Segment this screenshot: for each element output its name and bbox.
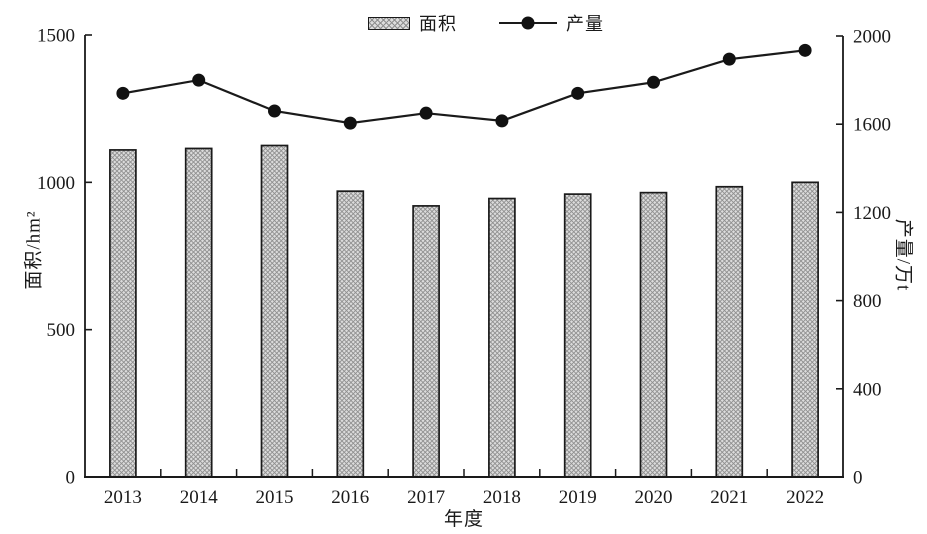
bar-2017 (412, 205, 440, 478)
yield-point-2019 (571, 86, 585, 100)
right-tick-label: 2000 (853, 27, 891, 48)
legend-item-yield: 产量 (499, 10, 604, 36)
bar-2016 (336, 190, 365, 478)
bar-2022 (791, 181, 819, 478)
x-tick-label: 2021 (710, 487, 748, 508)
bar-2014 (184, 147, 213, 478)
yield-point-2021 (722, 52, 736, 66)
yield-point-2018 (495, 114, 509, 128)
bar-2013 (109, 149, 137, 478)
x-tick-label: 2013 (104, 487, 142, 508)
hatched-bar-swatch-icon (368, 16, 410, 30)
yield-point-2020 (647, 75, 660, 89)
left-tick-label: 1500 (37, 26, 75, 47)
bar-2021 (715, 185, 744, 478)
bar-2020 (639, 191, 668, 478)
left-tick-label: 0 (66, 468, 76, 489)
yield-point-2016 (343, 116, 357, 130)
left-tick-label: 1000 (37, 173, 75, 194)
x-tick-label: 2014 (180, 487, 219, 508)
x-tick-label: 2019 (559, 487, 597, 508)
legend-dot-icon (521, 16, 535, 30)
yield-point-2015 (268, 104, 281, 118)
bar-2015 (260, 144, 289, 478)
left-tick-label: 500 (47, 320, 76, 341)
line-marker-swatch-icon (499, 16, 557, 30)
yield-point-2022 (798, 43, 812, 57)
x-tick-label: 2020 (635, 487, 673, 508)
x-tick-label: 2016 (331, 487, 369, 508)
x-axis-title: 年度 (443, 509, 485, 530)
right-tick-label: 400 (853, 379, 882, 400)
legend-label-area: 面积 (419, 14, 457, 34)
right-tick-label: 1200 (853, 203, 891, 224)
legend-label-yield: 产量 (566, 14, 604, 34)
yield-point-2014 (192, 73, 206, 87)
bar-2019 (563, 193, 592, 478)
left-axis-title: 面积/hm² (23, 210, 45, 290)
yield-point-2017 (419, 106, 433, 120)
yield-line (122, 49, 806, 125)
right-axis-title: 产量/万t (892, 218, 914, 292)
legend: 面积 产量 (368, 8, 604, 38)
x-tick-label: 2018 (483, 487, 521, 508)
bar-2018 (488, 197, 516, 478)
yield-point-2013 (116, 86, 130, 100)
right-tick-label: 0 (853, 468, 863, 489)
legend-item-area: 面积 (368, 10, 457, 36)
x-tick-label: 2015 (256, 487, 294, 508)
right-tick-label: 800 (853, 291, 882, 312)
x-tick-label: 2022 (786, 487, 824, 508)
x-tick-label: 2017 (407, 487, 445, 508)
right-tick-label: 1600 (853, 115, 891, 136)
